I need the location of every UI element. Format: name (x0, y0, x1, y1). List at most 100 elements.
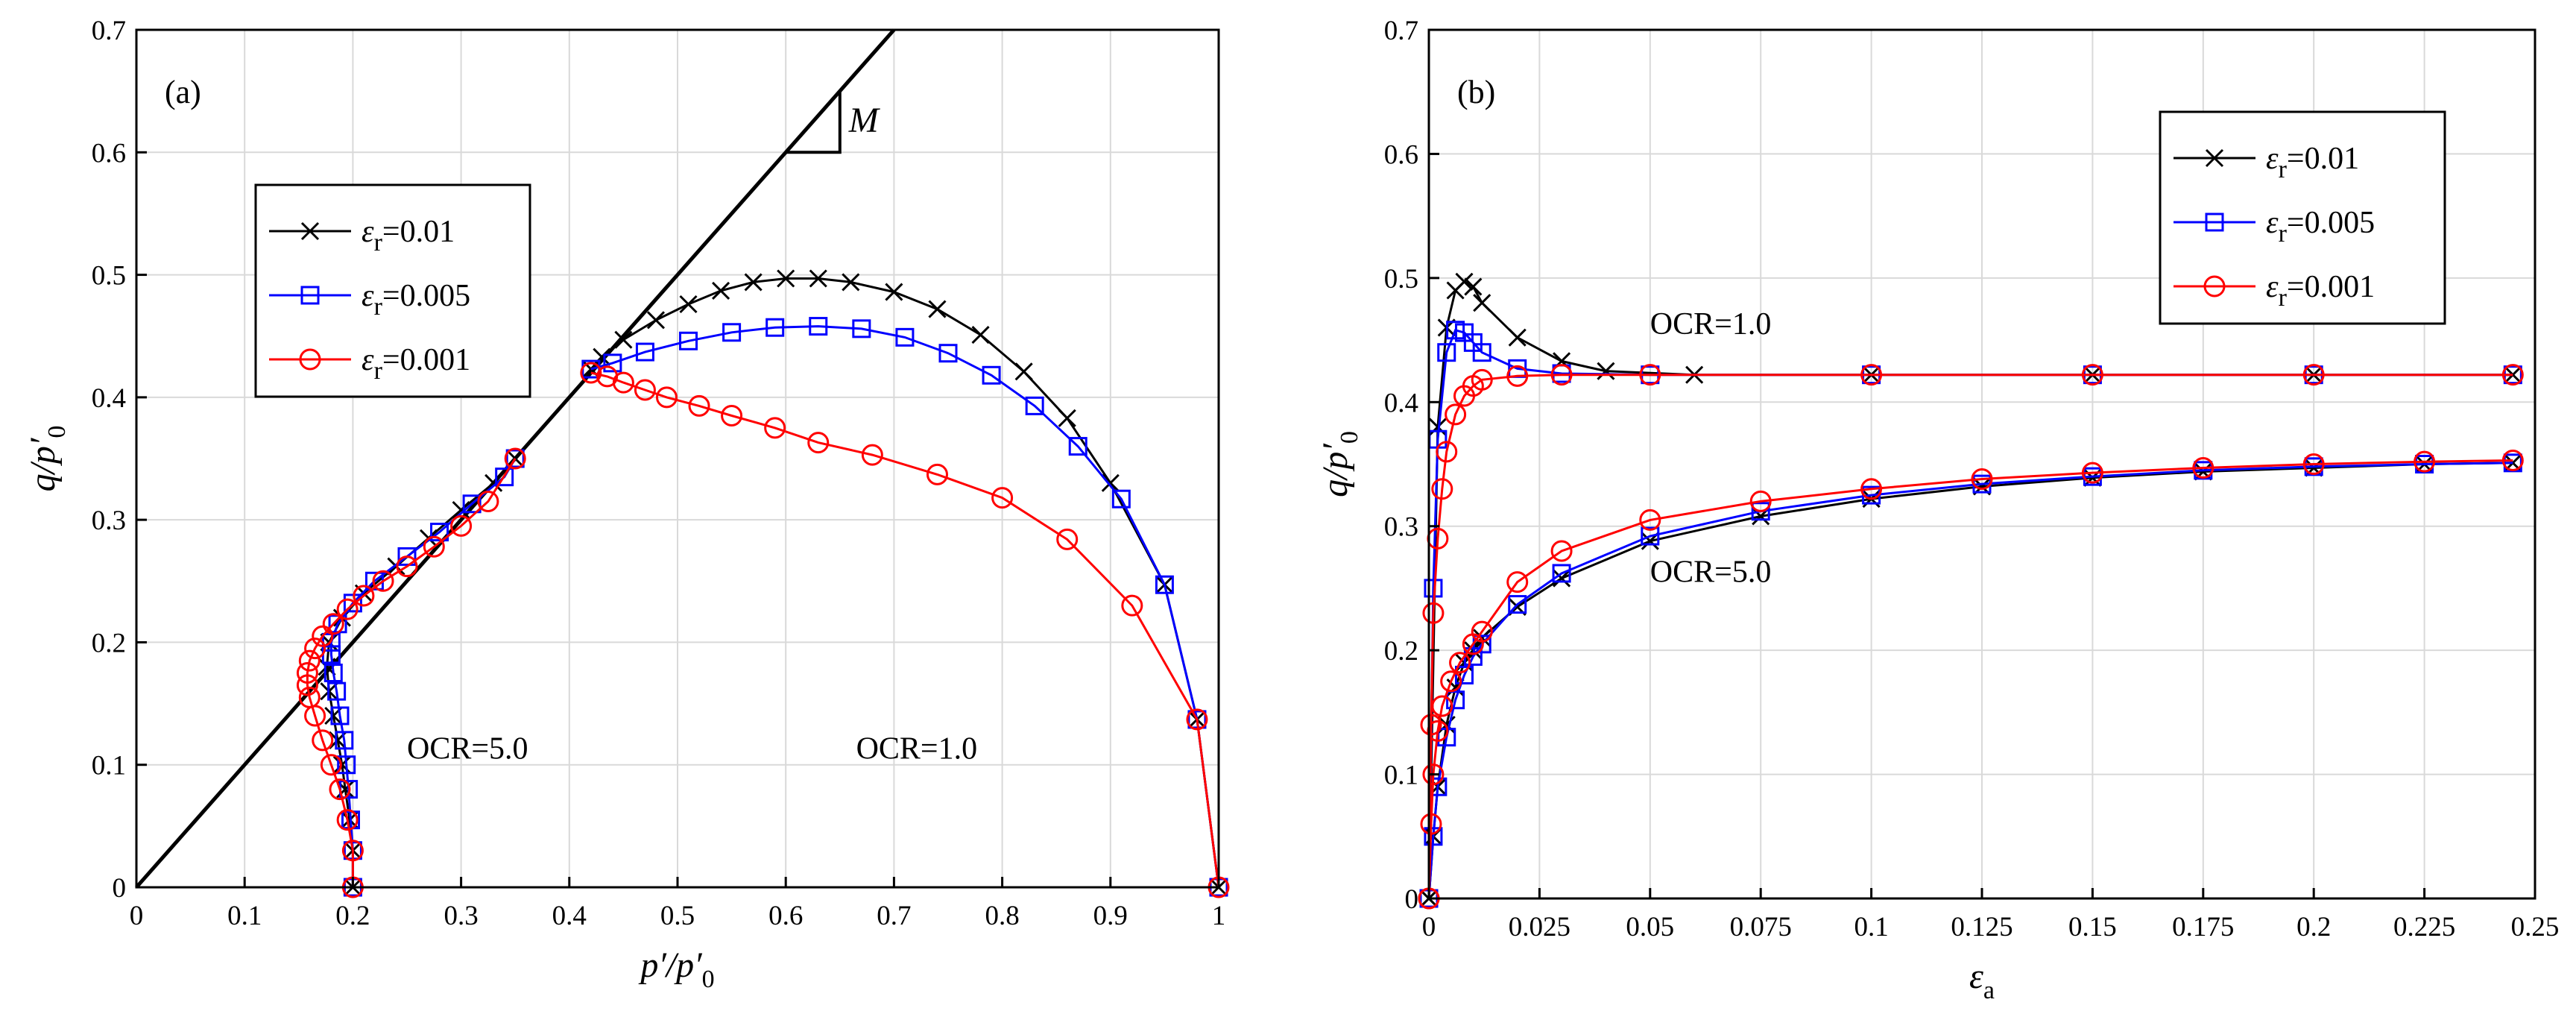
data-point (614, 330, 633, 349)
slope-triangle (786, 91, 842, 154)
x-tick-label: 0.175 (2172, 912, 2234, 942)
legend-subscript: r (2279, 284, 2288, 312)
legend-box (2159, 110, 2446, 325)
panel-label: (b) (1457, 74, 1495, 110)
data-point (396, 555, 418, 578)
x-tick-label: 0.1 (227, 901, 262, 931)
data-point (991, 487, 1014, 509)
data-point (1639, 509, 1661, 531)
x-tick-label: 0.025 (1509, 912, 1570, 942)
data-point (337, 755, 356, 775)
data-point (329, 778, 351, 801)
x-axis-label: εa (1969, 957, 1995, 1004)
legend-epsilon: ε (362, 343, 374, 377)
data-point (928, 300, 947, 318)
x-tick-label: 0.25 (2511, 912, 2560, 942)
ocr-annotation: OCR=5.0 (407, 732, 528, 766)
data-point (296, 662, 318, 684)
data-point (1155, 575, 1174, 594)
data-point (1455, 272, 1474, 291)
legend-marker (2205, 212, 2224, 232)
data-point (452, 500, 470, 520)
x-tick-label: 0.7 (877, 901, 911, 931)
data-point (1508, 328, 1527, 347)
data-point (2192, 456, 2214, 479)
y-tick-label: 0.5 (92, 261, 126, 292)
data-point (304, 638, 326, 660)
y-axis-label-subscript: 0 (1336, 431, 1363, 444)
x-tick-label: 0.3 (443, 901, 478, 931)
data-point (765, 318, 785, 337)
x-tick-label: 0.075 (1730, 912, 1792, 942)
data-point (1860, 364, 1883, 386)
x-tick-label: 0.5 (660, 901, 695, 931)
data-point (1471, 368, 1493, 391)
x-axis-label-main: ε (1969, 957, 1983, 996)
legend-epsilon: ε (2266, 206, 2279, 240)
data-point (1506, 571, 1529, 594)
x-tick-label: 0.2 (2296, 912, 2331, 942)
data-point (1431, 695, 1453, 717)
data-point (1550, 364, 1573, 386)
data-point (430, 523, 449, 542)
series-line-ocr-1.0 (590, 325, 1220, 888)
data-point (1446, 690, 1465, 710)
data-point (484, 473, 503, 492)
y-axis-label: q/p′0 (23, 426, 71, 492)
data-point (298, 686, 321, 708)
data-point (852, 319, 871, 339)
data-point (1428, 418, 1447, 436)
data-point (722, 323, 742, 342)
x-tick-label: 0.9 (1093, 901, 1128, 931)
data-point (1508, 595, 1527, 614)
legend-value: =0.01 (382, 215, 455, 249)
data-point (885, 283, 903, 301)
data-point (1749, 490, 1772, 512)
data-point (635, 342, 654, 362)
x-tick-label: 0.1 (1854, 912, 1888, 942)
data-point (938, 344, 958, 363)
data-point (2501, 450, 2524, 472)
y-tick-label: 0.4 (1384, 388, 1418, 418)
y-tick-label: 0.3 (1384, 512, 1418, 543)
legend-value: =0.005 (2287, 206, 2375, 240)
data-point (298, 649, 321, 672)
x-tick-label: 0 (130, 901, 144, 931)
data-point (1422, 764, 1445, 786)
y-axis-label-main: q/p′ (23, 437, 63, 491)
data-point (1445, 403, 1467, 426)
y-tick-label: 0.4 (92, 383, 126, 414)
data-point (296, 674, 318, 696)
data-point (809, 317, 828, 336)
data-point (1111, 489, 1131, 509)
data-point (1751, 502, 1770, 521)
data-point (777, 269, 795, 288)
x-axis-label-subscript: 0 (702, 966, 715, 993)
chart-panel-b: 0 0.025 0.05 0.075 0.1 0.125 0.15 0.175 0.2 0.225… (1316, 16, 2559, 1004)
legend-subscript: r (374, 357, 383, 385)
data-point (336, 598, 359, 620)
data-point (861, 444, 883, 466)
data-point (477, 491, 499, 512)
y-tick-label: 0.6 (1384, 139, 1418, 170)
series-square (321, 317, 1228, 897)
data-point (1552, 564, 1571, 583)
data-point (1058, 409, 1076, 427)
data-point (1454, 665, 1474, 684)
data-point (372, 570, 394, 592)
data-point (2302, 453, 2325, 475)
data-point (353, 585, 375, 607)
legend-label: εr=0.01 (362, 215, 455, 256)
series-circle (296, 362, 1230, 898)
data-point (450, 514, 473, 537)
x-tick-label: 0.8 (985, 901, 1019, 931)
x-tick-label: 0.15 (2068, 912, 2117, 942)
series-line-ocr-1.0 (590, 277, 1220, 888)
data-point (1472, 343, 1491, 362)
legend-marker (299, 348, 321, 371)
ocr-annotation: OCR=5.0 (1650, 555, 1772, 590)
data-point (462, 494, 482, 514)
data-point (634, 379, 656, 401)
series-line-ocr-5.0 (326, 458, 517, 887)
